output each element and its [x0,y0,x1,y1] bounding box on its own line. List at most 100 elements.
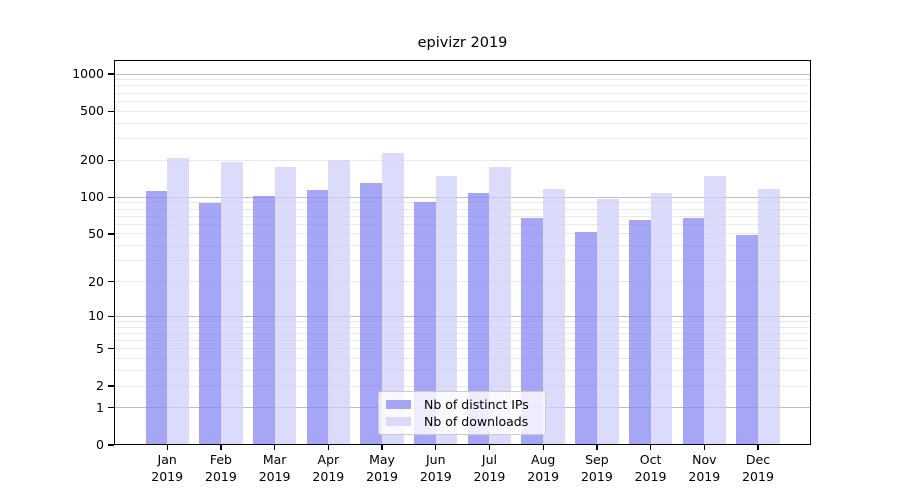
y-tick-label-5: 5 [96,340,104,356]
x-tick-label-mar: Mar 2019 [245,452,305,485]
x-tick-label-jul: Jul 2019 [459,452,519,485]
bar-downloads-may [382,153,404,445]
y-tick-label-10: 10 [88,308,104,324]
y-tick-20 [108,280,114,283]
bar-downloads-mar [274,166,297,445]
bar-distinct-ips-apr [306,190,329,445]
gridline-minor [114,281,811,282]
x-tick-year: 2019 [151,468,184,484]
bar-downloads-nov [704,175,726,445]
bar-distinct-ips-may [360,182,383,445]
x-tick-year: 2019 [634,468,667,484]
x-tick-label-sep: Sep 2019 [567,452,627,485]
gridline-minor [114,100,811,102]
y-tick-label-2: 2 [96,378,104,393]
gridline-minor [114,79,811,81]
x-tick-label-nov: Nov 2019 [674,452,734,485]
gridline-minor [114,208,811,210]
bar-distinct-ips-sep [575,231,597,445]
bar-downloads-feb [220,161,243,445]
legend-item-distinct-ips: Nb of distinct IPs [386,396,539,412]
bar-distinct-ips-aug [521,217,544,445]
x-tick-jul [488,445,491,450]
y-tick-label-1: 1 [96,399,104,415]
bar-downloads-aug [543,189,565,445]
gridline-minor [114,215,811,217]
x-tick-label-oct: Oct 2019 [621,452,681,485]
gridline-minor [114,85,811,87]
y-tick-50 [108,233,114,235]
gridline-minor [114,332,811,334]
y-tick-10 [108,315,114,317]
gridline-minor [114,348,811,350]
x-tick-year: 2019 [312,468,345,484]
x-tick-label-apr: Apr 2019 [298,452,358,485]
gridline-minor [114,326,811,328]
gridline-minor [114,245,811,247]
y-tick-500 [108,110,114,112]
bar-downloads-sep [596,199,619,445]
bar-distinct-ips-feb [199,203,221,445]
bar-distinct-ips-jan [145,191,168,445]
gridline-major [114,73,811,75]
y-tick-label-1000: 1000 [72,66,104,81]
x-tick-mar [273,445,276,450]
gridline-minor [114,370,811,372]
x-tick-year: 2019 [258,468,291,484]
legend-label-distinct-ips: Nb of distinct IPs [424,396,529,412]
gridline-major [114,196,811,198]
x-tick-year: 2019 [205,468,237,484]
gridline-minor [114,358,811,360]
x-tick-year: 2019 [580,468,613,484]
y-tick-0 [108,444,114,446]
bar-downloads-jul [489,167,512,445]
x-tick-label-aug: Aug 2019 [513,452,573,485]
x-tick-year: 2019 [419,468,452,484]
x-tick-month: Dec [745,452,771,467]
x-tick-oct [649,445,652,450]
legend-swatch-distinct-ips [386,399,411,410]
x-tick-month: Nov [692,452,717,467]
ticks-layer [108,60,811,450]
gridline-minor [114,122,811,124]
x-tick-sep [596,445,598,450]
gridline-minor [114,260,811,262]
bar-distinct-ips-nov [682,218,705,445]
y-tick-label-100: 100 [80,189,104,205]
x-tick-month: Sep [585,452,609,467]
bar-downloads-oct [650,192,673,445]
x-tick-dec [757,445,759,450]
gridline-minor [114,138,811,140]
y-tick-1000 [108,73,114,75]
x-tick-may [381,445,383,450]
y-tick-label-20: 20 [88,273,104,289]
bar-distinct-ips-mar [252,196,275,445]
y-tick-label-50: 50 [88,225,104,241]
plot-area: Nb of distinct IPs Nb of downloads [108,60,811,450]
gridline-minor [114,92,811,94]
grid-layer [114,60,811,445]
bar-downloads-jun [435,176,458,445]
bars-layer [114,60,811,445]
x-tick-year: 2019 [742,468,774,484]
gridline-minor [114,202,811,204]
x-tick-label-dec: Dec 2019 [728,452,788,485]
gridline-minor [114,340,811,341]
bar-downloads-apr [328,159,351,445]
x-tick-year: 2019 [366,468,398,484]
x-tick-nov [703,445,705,450]
y-tick-label-200: 200 [80,152,104,168]
x-tick-year: 2019 [688,468,721,484]
gridline-major [114,315,811,317]
x-tick-month: Mar [262,452,287,467]
bar-distinct-ips-jul [467,193,490,445]
x-tick-label-jun: Jun 2019 [406,452,466,485]
y-tick-200 [108,159,114,161]
y-tick-label-500: 500 [80,103,104,119]
legend-swatch-downloads [386,416,411,427]
y-tick-2 [108,385,114,387]
x-tick-month: May [369,452,395,467]
bar-downloads-jan [167,157,189,445]
chart-title: epivizr 2019 [417,35,508,51]
